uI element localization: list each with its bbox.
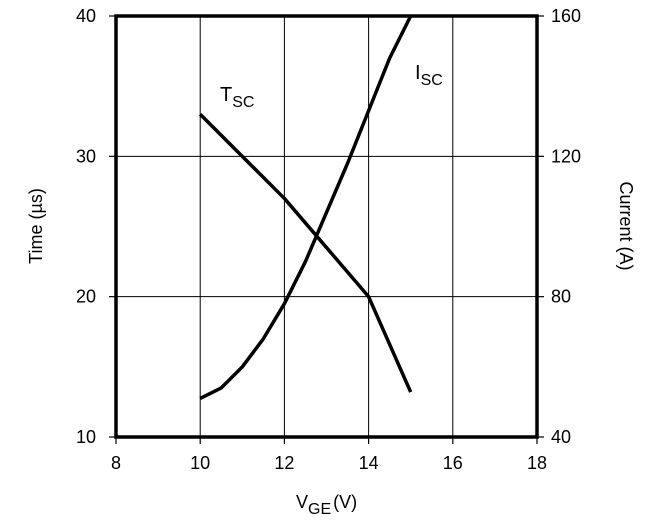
y-right-tick-label: 160 bbox=[551, 6, 581, 26]
y-left-tick-label: 30 bbox=[76, 146, 96, 166]
y-left-tick-label: 40 bbox=[76, 6, 96, 26]
ticks-layer: 8 10 12 14 16 18 10 20 30 40 40 80 120 160 bbox=[76, 6, 581, 473]
x-tick-label: 12 bbox=[274, 453, 294, 473]
y-axis-left-title: Time (µs) bbox=[26, 188, 46, 264]
y-left-tick-label: 20 bbox=[76, 287, 96, 307]
x-tick-label: 18 bbox=[527, 453, 547, 473]
x-tick-label: 14 bbox=[359, 453, 379, 473]
y-left-tick-label: 10 bbox=[76, 427, 96, 447]
x-axis-title: VGE (V) bbox=[296, 492, 357, 518]
x-tick-label: 10 bbox=[190, 453, 210, 473]
series-label-isc: ISC bbox=[415, 62, 443, 89]
y-right-tick-label: 120 bbox=[551, 146, 581, 166]
y-axis-right-title: Current (A) bbox=[616, 181, 636, 270]
series-line-isc bbox=[199, 15, 413, 400]
series-label-tsc: TSC bbox=[220, 84, 254, 111]
series-line-tsc bbox=[198, 112, 413, 393]
y-right-tick-label: 80 bbox=[551, 287, 571, 307]
plot-frame bbox=[114, 14, 539, 439]
x-tick-label: 8 bbox=[111, 453, 121, 473]
grid-lines bbox=[116, 16, 537, 437]
x-tick-label: 16 bbox=[443, 453, 463, 473]
y-right-tick-label: 40 bbox=[551, 427, 571, 447]
series-layer bbox=[198, 15, 413, 400]
